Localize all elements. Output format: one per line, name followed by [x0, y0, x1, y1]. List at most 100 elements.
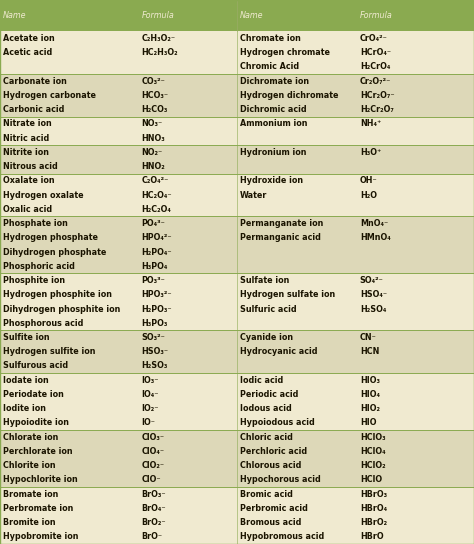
Text: HClO₄: HClO₄ [360, 447, 385, 456]
Text: Hydrogen carbonate: Hydrogen carbonate [3, 91, 96, 100]
Text: CO₃²⁻: CO₃²⁻ [142, 77, 165, 85]
Text: Hypobromous acid: Hypobromous acid [240, 533, 324, 541]
Text: Perchlorate ion: Perchlorate ion [3, 447, 73, 456]
Text: SO₃²⁻: SO₃²⁻ [142, 333, 165, 342]
Text: HPO₄²⁻: HPO₄²⁻ [142, 233, 173, 242]
Text: Iodite ion: Iodite ion [3, 404, 46, 413]
Text: Hypochlorite ion: Hypochlorite ion [3, 475, 78, 484]
Text: Hydrogen phosphate: Hydrogen phosphate [3, 233, 98, 242]
Text: ClO₄⁻: ClO₄⁻ [142, 447, 165, 456]
Text: Oxalic acid: Oxalic acid [3, 205, 52, 214]
Text: C₂O₄²⁻: C₂O₄²⁻ [142, 176, 169, 186]
Text: Permanganic acid: Permanganic acid [240, 233, 321, 242]
Bar [0, 117, 474, 145]
Text: NH₄⁺: NH₄⁺ [360, 119, 381, 128]
Text: HClO₃: HClO₃ [360, 432, 385, 442]
Text: Cyanide ion: Cyanide ion [240, 333, 293, 342]
Text: HIO: HIO [360, 418, 376, 428]
Text: Periodic acid: Periodic acid [240, 390, 298, 399]
Text: HBrO₄: HBrO₄ [360, 504, 387, 513]
Text: Phosphate ion: Phosphate ion [3, 219, 68, 228]
Text: Ammonium ion: Ammonium ion [240, 119, 307, 128]
Bar [0, 145, 474, 174]
Text: C₂H₃O₂⁻: C₂H₃O₂⁻ [142, 34, 176, 43]
Text: H₂PO₄⁻: H₂PO₄⁻ [142, 248, 173, 257]
Text: Chlorous acid: Chlorous acid [240, 461, 301, 470]
Text: H₂CO₃: H₂CO₃ [142, 105, 168, 114]
Text: Dihydrogen phosphate: Dihydrogen phosphate [3, 248, 106, 257]
Text: Hydrogen dichromate: Hydrogen dichromate [240, 91, 338, 100]
Text: Chromate ion: Chromate ion [240, 34, 301, 43]
Text: Perbromate ion: Perbromate ion [3, 504, 73, 513]
Text: Name: Name [3, 11, 27, 20]
Text: PO₄³⁻: PO₄³⁻ [142, 219, 165, 228]
Text: Chlorate ion: Chlorate ion [3, 432, 58, 442]
Text: NO₃⁻: NO₃⁻ [142, 119, 163, 128]
Text: HSO₄⁻: HSO₄⁻ [360, 290, 387, 299]
Bar [0, 74, 474, 117]
Text: HC₂H₃O₂: HC₂H₃O₂ [142, 48, 178, 57]
Text: Bromite ion: Bromite ion [3, 518, 55, 527]
Text: CN⁻: CN⁻ [360, 333, 377, 342]
Text: Iodous acid: Iodous acid [240, 404, 292, 413]
Text: Sulfurous acid: Sulfurous acid [3, 362, 68, 370]
Text: Chloric acid: Chloric acid [240, 432, 293, 442]
Text: Oxalate ion: Oxalate ion [3, 176, 55, 186]
Text: HBrO₃: HBrO₃ [360, 490, 387, 499]
Text: Dichromic acid: Dichromic acid [240, 105, 307, 114]
Text: Phosphorous acid: Phosphorous acid [3, 319, 83, 328]
Text: OH⁻: OH⁻ [360, 176, 377, 186]
Text: ClO₃⁻: ClO₃⁻ [142, 432, 165, 442]
Text: Formula: Formula [360, 11, 392, 20]
Text: NO₂⁻: NO₂⁻ [142, 148, 163, 157]
Text: Hydrocyanic acid: Hydrocyanic acid [240, 347, 318, 356]
Text: Iodic acid: Iodic acid [240, 376, 283, 385]
Text: Perchloric acid: Perchloric acid [240, 447, 307, 456]
Text: H₂SO₄: H₂SO₄ [360, 305, 386, 313]
Text: Dihydrogen phosphite ion: Dihydrogen phosphite ion [3, 305, 120, 313]
Text: Periodate ion: Periodate ion [3, 390, 64, 399]
Text: Phosphoric acid: Phosphoric acid [3, 262, 75, 271]
Text: Dichromate ion: Dichromate ion [240, 77, 309, 85]
Text: HClO: HClO [360, 475, 382, 484]
Text: H₂PO₃⁻: H₂PO₃⁻ [142, 305, 173, 313]
Text: HIO₄: HIO₄ [360, 390, 380, 399]
Text: HMnO₄: HMnO₄ [360, 233, 391, 242]
Text: Nitrite ion: Nitrite ion [3, 148, 49, 157]
Text: Sulfuric acid: Sulfuric acid [240, 305, 296, 313]
Text: ClO⁻: ClO⁻ [142, 475, 161, 484]
Text: BrO₄⁻: BrO₄⁻ [142, 504, 166, 513]
Text: IO₂⁻: IO₂⁻ [142, 404, 159, 413]
Text: MnO₄⁻: MnO₄⁻ [360, 219, 388, 228]
Text: Permanganate ion: Permanganate ion [240, 219, 323, 228]
Text: H₂CrO₄: H₂CrO₄ [360, 63, 390, 71]
Text: H₂SO₃: H₂SO₃ [142, 362, 168, 370]
Text: Hydrogen chromate: Hydrogen chromate [240, 48, 330, 57]
Text: IO₄⁻: IO₄⁻ [142, 390, 159, 399]
Text: Water: Water [240, 190, 267, 200]
Text: Carbonate ion: Carbonate ion [3, 77, 67, 85]
Text: HBrO₂: HBrO₂ [360, 518, 387, 527]
Text: HPO₃²⁻: HPO₃²⁻ [142, 290, 173, 299]
Text: IO⁻: IO⁻ [142, 418, 156, 428]
Text: Name: Name [240, 11, 264, 20]
Text: HCrO₄⁻: HCrO₄⁻ [360, 48, 391, 57]
Text: HCO₃⁻: HCO₃⁻ [142, 91, 169, 100]
Text: Hypochorous acid: Hypochorous acid [240, 475, 320, 484]
Text: Iodate ion: Iodate ion [3, 376, 49, 385]
Text: Formula: Formula [142, 11, 174, 20]
Text: Nitric acid: Nitric acid [3, 134, 49, 143]
Bar [0, 32, 474, 74]
Text: Bromic acid: Bromic acid [240, 490, 293, 499]
Bar [0, 330, 474, 373]
Text: H₂Cr₂O₇: H₂Cr₂O₇ [360, 105, 393, 114]
Text: H₃PO₃: H₃PO₃ [142, 319, 168, 328]
Text: Hydroxide ion: Hydroxide ion [240, 176, 303, 186]
Bar [0, 217, 474, 274]
Bar [0, 487, 474, 544]
Text: Nitrous acid: Nitrous acid [3, 162, 58, 171]
Text: Hydrogen sulfate ion: Hydrogen sulfate ion [240, 290, 335, 299]
Text: Acetate ion: Acetate ion [3, 34, 55, 43]
Text: PO₃³⁻: PO₃³⁻ [142, 276, 165, 285]
Text: HBrO: HBrO [360, 533, 383, 541]
